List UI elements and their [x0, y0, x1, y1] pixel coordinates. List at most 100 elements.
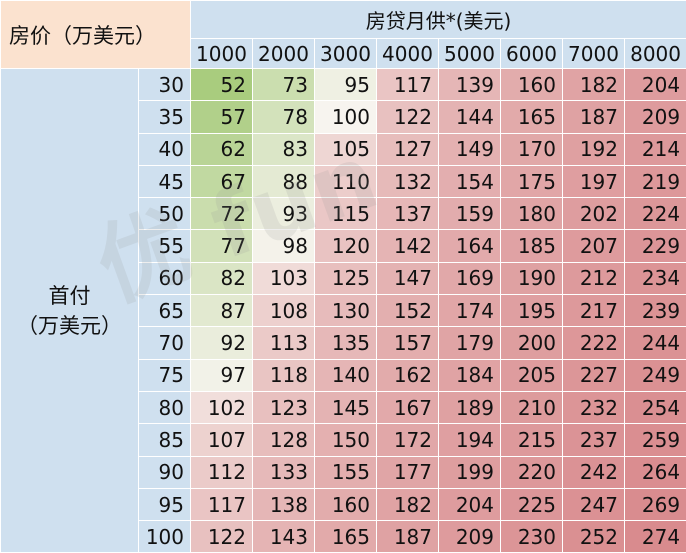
- table-cell: 164: [438, 229, 501, 263]
- table-cell: 204: [623, 67, 686, 102]
- table-cell: 145: [314, 390, 377, 425]
- table-cell: 247: [562, 487, 625, 522]
- table-cell: 112: [190, 455, 253, 489]
- table-cell: 57: [190, 100, 253, 134]
- column-header: 5000: [438, 38, 501, 69]
- table-cell: 194: [438, 423, 501, 457]
- table-cell: 227: [562, 358, 625, 392]
- table-cell: 169: [438, 261, 501, 296]
- table-row: 65 87 108 130 152 174 195 217 239: [1, 294, 686, 328]
- table-cell: 187: [562, 100, 625, 134]
- table-cell: 160: [500, 67, 563, 102]
- table-cell: 252: [562, 520, 625, 553]
- table-cell: 67: [190, 164, 253, 199]
- table-cell: 182: [376, 487, 439, 522]
- table-row: 90 112 133 155 177 199 220 242 264: [1, 455, 686, 489]
- table-cell: 242: [562, 455, 625, 489]
- table-cell: 72: [190, 197, 253, 231]
- table-cell: 98: [252, 229, 315, 263]
- table-cell: 123: [252, 390, 315, 425]
- table-cell: 149: [438, 132, 501, 166]
- table-cell: 274: [623, 520, 686, 553]
- table-cell: 103: [252, 261, 315, 296]
- table-cell: 162: [376, 358, 439, 392]
- table-cell: 97: [190, 358, 253, 392]
- table-cell: 73: [252, 67, 315, 102]
- table-cell: 135: [314, 326, 377, 360]
- column-header: 8000: [623, 38, 686, 69]
- table-cell: 122: [190, 520, 253, 553]
- row-group-label-line2: （万美元）: [17, 313, 122, 338]
- table-cell: 195: [500, 294, 563, 328]
- table-cell: 102: [190, 390, 253, 425]
- table-cell: 52: [190, 67, 253, 102]
- table-row: 45 67 88 110 132 154 175 197 219: [1, 164, 686, 199]
- table-cell: 140: [314, 358, 377, 392]
- table-cell: 229: [623, 229, 686, 263]
- column-header: 4000: [376, 38, 439, 69]
- table-cell: 165: [314, 520, 377, 553]
- table-row: 95 117 138 160 182 204 225 247 269: [1, 487, 686, 522]
- table-cell: 202: [562, 197, 625, 231]
- table-cell: 209: [438, 520, 501, 553]
- table-row: 35 57 78 100 122 144 165 187 209: [1, 100, 686, 134]
- table-row: 80 102 123 145 167 189 210 232 254: [1, 390, 686, 425]
- row-header: 65: [138, 294, 191, 328]
- table-cell: 217: [562, 294, 625, 328]
- row-group-label: 首付 （万美元）: [0, 67, 139, 553]
- table-cell: 150: [314, 423, 377, 457]
- table-cell: 220: [500, 455, 563, 489]
- table-cell: 82: [190, 261, 253, 296]
- row-header: 45: [138, 164, 191, 199]
- table-cell: 115: [314, 197, 377, 231]
- table-cell: 155: [314, 455, 377, 489]
- table-cell: 200: [500, 326, 563, 360]
- table-cell: 100: [314, 100, 377, 134]
- table-cell: 83: [252, 132, 315, 166]
- table-cell: 125: [314, 261, 377, 296]
- table-cell: 133: [252, 455, 315, 489]
- row-header: 70: [138, 326, 191, 360]
- table-cell: 254: [623, 390, 686, 425]
- row-header: 80: [138, 390, 191, 425]
- table-cell: 137: [376, 197, 439, 231]
- table-cell: 159: [438, 197, 501, 231]
- table-cell: 230: [500, 520, 563, 553]
- table-cell: 225: [500, 487, 563, 522]
- table-cell: 154: [438, 164, 501, 199]
- table-cell: 78: [252, 100, 315, 134]
- table-cell: 259: [623, 423, 686, 457]
- table-cell: 88: [252, 164, 315, 199]
- table-cell: 167: [376, 390, 439, 425]
- table-cell: 87: [190, 294, 253, 328]
- table-cell: 107: [190, 423, 253, 457]
- table-row: 100 122 143 165 187 209 230 252 274: [1, 520, 686, 553]
- row-header: 55: [138, 229, 191, 263]
- table-cell: 210: [500, 390, 563, 425]
- table-cell: 219: [623, 164, 686, 199]
- table-cell: 93: [252, 197, 315, 231]
- table-cell: 157: [376, 326, 439, 360]
- table-cell: 209: [623, 100, 686, 134]
- table-cell: 128: [252, 423, 315, 457]
- table-cell: 174: [438, 294, 501, 328]
- table-cell: 182: [562, 67, 625, 102]
- table-cell: 152: [376, 294, 439, 328]
- table-cell: 207: [562, 229, 625, 263]
- table-cell: 144: [438, 100, 501, 134]
- table-cell: 175: [500, 164, 563, 199]
- table-cell: 199: [438, 455, 501, 489]
- table-cell: 187: [376, 520, 439, 553]
- row-header: 75: [138, 358, 191, 392]
- column-header: 2000: [252, 38, 315, 69]
- table-cell: 170: [500, 132, 563, 166]
- row-header: 85: [138, 423, 191, 457]
- table-cell: 138: [252, 487, 315, 522]
- row-group-label-line1: 首付: [48, 283, 91, 308]
- table-cell: 105: [314, 132, 377, 166]
- table-cell: 77: [190, 229, 253, 263]
- column-header: 3000: [314, 38, 377, 69]
- table-cell: 117: [376, 67, 439, 102]
- column-group-label: 房贷月供*(美元): [189, 0, 686, 39]
- table-cell: 197: [562, 164, 625, 199]
